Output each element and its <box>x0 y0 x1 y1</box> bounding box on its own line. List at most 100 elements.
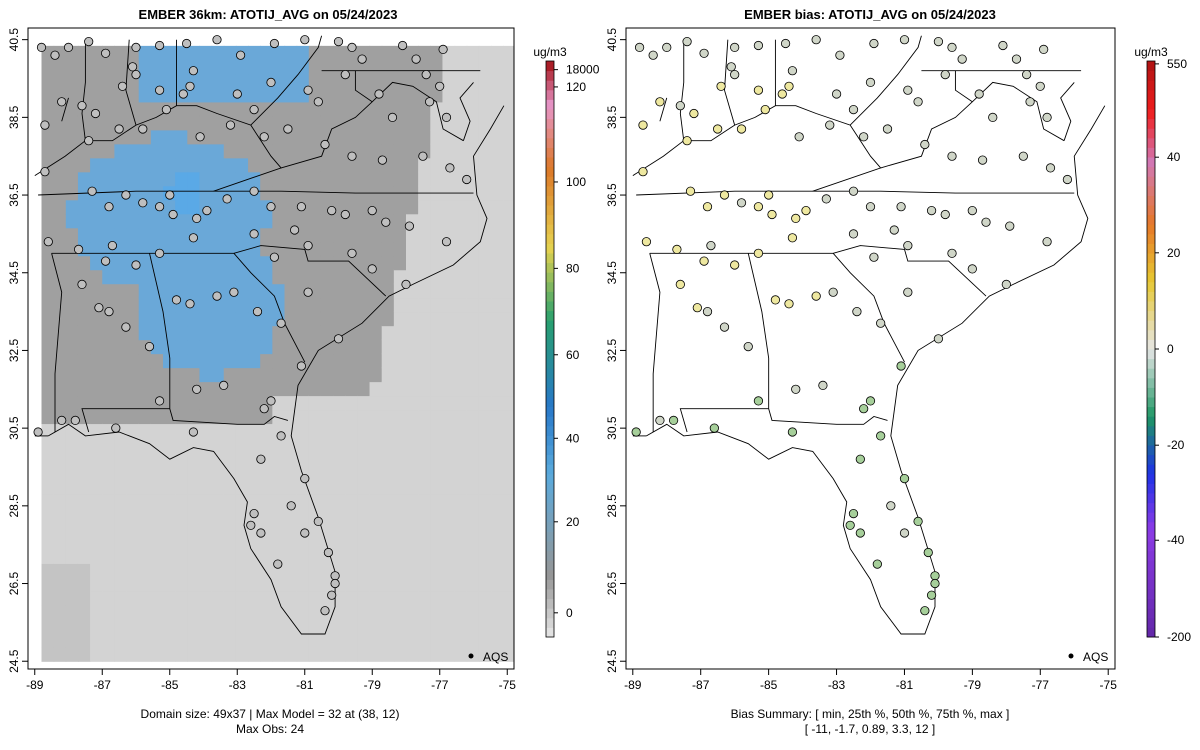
grid-cell <box>53 577 67 592</box>
grid-cell <box>272 465 286 481</box>
bias-stations <box>631 35 1073 616</box>
grid-cell <box>102 437 115 453</box>
grid-cell <box>393 619 407 634</box>
grid-cell <box>41 213 55 229</box>
grid-cell <box>454 87 468 103</box>
grid-cell <box>466 605 480 620</box>
grid-cell <box>406 619 419 634</box>
grid-cell <box>175 45 188 61</box>
grid-cell <box>454 479 468 495</box>
colorbar-segment <box>546 416 554 427</box>
y-tick-label: 28.5 <box>605 494 619 518</box>
grid-cell <box>65 437 79 453</box>
colorbar-segment <box>1147 224 1155 235</box>
grid-cell <box>272 115 286 131</box>
grid-cell <box>53 563 67 578</box>
grid-cell <box>284 269 298 285</box>
grid-cell <box>320 297 334 313</box>
grid-cell <box>491 87 504 103</box>
grid-cell <box>454 115 468 131</box>
grid-cell <box>345 633 358 648</box>
grid-cell <box>357 227 371 243</box>
grid-cell <box>369 549 383 564</box>
grid-cell <box>406 563 419 578</box>
grid-cell <box>126 465 140 481</box>
grid-cell <box>53 269 67 285</box>
grid-cell <box>199 339 213 355</box>
grid-cell <box>90 199 103 215</box>
colorbar-segment <box>1147 608 1155 619</box>
grid-cell <box>381 619 395 634</box>
grid-cell <box>478 101 492 117</box>
grid-cell <box>41 87 55 103</box>
colorbar-segment <box>546 598 554 609</box>
bias-marker <box>855 528 865 538</box>
grid-cell <box>102 227 115 243</box>
station-marker <box>367 206 377 216</box>
grid-cell <box>333 171 346 187</box>
grid-cell <box>430 549 444 564</box>
grid-cell <box>345 367 358 383</box>
grid-cell <box>223 493 237 508</box>
grid-cell <box>248 199 261 215</box>
grid-cell <box>199 507 213 522</box>
grid-cell <box>369 367 383 383</box>
grid-cell <box>248 213 261 229</box>
grid-cell <box>418 521 431 536</box>
grid-cell <box>272 633 286 648</box>
grid-cell <box>430 423 444 439</box>
bias-marker <box>713 124 723 134</box>
grid-cell <box>77 395 91 411</box>
grid-cell <box>211 633 225 648</box>
grid-cell <box>114 227 128 243</box>
bias-marker <box>889 225 899 235</box>
grid-cell <box>77 367 91 383</box>
station-marker <box>101 256 111 266</box>
colorbar-segment <box>1147 310 1155 321</box>
grid-cell <box>53 437 67 453</box>
grid-cell <box>454 591 468 606</box>
grid-cell <box>333 297 346 313</box>
grid-cell <box>260 563 273 578</box>
grid-cell <box>53 171 67 187</box>
grid-cell <box>175 395 188 411</box>
grid-cell <box>357 591 371 606</box>
grid-cell <box>114 577 128 592</box>
grid-cell <box>381 465 395 481</box>
grid-cell <box>491 45 504 61</box>
grid-cell <box>284 647 298 662</box>
grid-cell <box>296 213 310 229</box>
grid-cell <box>235 199 249 215</box>
grid-cell <box>260 157 273 173</box>
bias-marker <box>903 85 913 95</box>
grid-cell <box>466 479 480 495</box>
grid-cell <box>491 367 504 383</box>
grid-cell <box>53 479 67 495</box>
grid-cell <box>126 171 140 187</box>
grid-cell <box>199 577 213 592</box>
grid-cell <box>308 45 322 61</box>
bias-marker <box>947 248 957 258</box>
grid-cell <box>199 451 213 467</box>
grid-cell <box>187 577 201 592</box>
grid-cell <box>248 339 261 355</box>
colorbar-frame <box>545 60 555 638</box>
grid-cell <box>357 199 371 215</box>
grid-cell <box>296 339 310 355</box>
grid-cell <box>320 171 334 187</box>
grid-cell <box>211 479 225 495</box>
grid-cell <box>357 157 371 173</box>
grid-cell <box>272 451 286 467</box>
grid-cell <box>41 451 55 467</box>
station-marker <box>107 241 118 251</box>
colorbar-segment <box>1147 541 1155 552</box>
grid-cell <box>393 73 407 89</box>
grid-cell <box>466 283 480 299</box>
grid-cell <box>41 269 55 285</box>
grid-cell <box>260 339 273 355</box>
station-marker <box>438 44 448 55</box>
station-marker <box>155 248 165 258</box>
grid-cell <box>357 129 371 145</box>
grid-cell <box>90 325 103 341</box>
